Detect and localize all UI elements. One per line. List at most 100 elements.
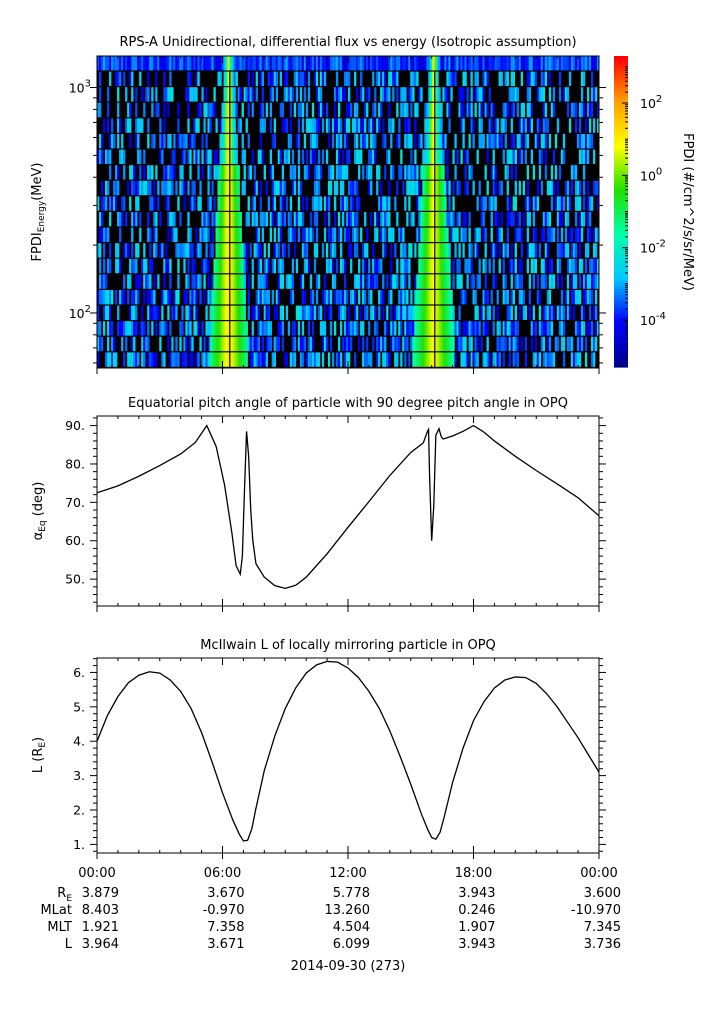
heatmap-cell — [193, 134, 196, 149]
heatmap-cell — [348, 118, 351, 133]
heatmap-cell — [163, 134, 166, 149]
heatmap-cell — [514, 336, 517, 352]
heatmap-cell — [462, 118, 465, 133]
heatmap-cell — [404, 118, 407, 133]
heatmap-cell — [448, 102, 451, 118]
colorbar-label: FPDI (#/cm^2/s/sr/MeV) — [680, 133, 695, 291]
heatmap-cell — [159, 212, 162, 227]
heatmap-cell — [486, 180, 489, 196]
heatmap-cell — [107, 336, 110, 352]
heatmap-cell — [105, 274, 108, 289]
heatmap-cell — [311, 102, 315, 118]
heatmap-cell — [177, 258, 180, 274]
heatmap-cell — [345, 321, 349, 336]
heatmap-cell — [470, 352, 473, 367]
heatmap-cell — [131, 290, 134, 305]
heatmap-cell — [139, 274, 142, 289]
heatmap-cell — [568, 196, 572, 211]
heatmap-cell — [151, 87, 154, 102]
heatmap-cell — [345, 56, 349, 71]
heatmap-cell — [548, 290, 552, 305]
heatmap-cell — [380, 336, 383, 352]
heatmap-cell — [103, 118, 106, 133]
heatmap-cell — [101, 274, 104, 289]
heatmap-cell — [135, 196, 138, 211]
heatmap-cell — [432, 134, 435, 149]
heatmap-cell — [440, 149, 443, 164]
heatmap-cell — [408, 274, 411, 289]
y-tick-label: 6. — [73, 665, 85, 680]
heatmap-cell — [412, 71, 415, 86]
heatmap-cell — [440, 118, 443, 133]
pitch-angle-axis-ticks: 50.60.70.80.90. — [65, 416, 606, 612]
heatmap-cell — [141, 258, 144, 274]
heatmap-cell — [315, 87, 319, 102]
heatmap-cell — [297, 71, 301, 86]
heatmap-cell — [209, 56, 212, 71]
heatmap-cell — [504, 274, 507, 289]
heatmap-cell — [245, 87, 248, 102]
heatmap-cell — [137, 196, 140, 211]
heatmap-cell — [372, 71, 375, 86]
heatmap-cell — [259, 149, 262, 164]
heatmap-cell — [271, 56, 275, 71]
heatmap-cell — [135, 180, 138, 196]
heatmap-cell — [468, 321, 471, 336]
heatmap-cell — [263, 243, 266, 258]
heatmap-cell — [135, 305, 138, 320]
heatmap-cell — [325, 102, 329, 118]
heatmap-cell — [101, 196, 104, 211]
heatmap-cell — [191, 258, 194, 274]
heatmap-cell — [538, 118, 542, 133]
heatmap-cell — [233, 180, 236, 196]
heatmap-cell — [125, 212, 128, 227]
heatmap-cell — [438, 118, 441, 133]
heatmap-cell — [261, 71, 264, 86]
heatmap-cell — [534, 243, 538, 258]
heatmap-cell — [424, 56, 427, 71]
heatmap-cell — [502, 321, 505, 336]
colorbar-segment — [614, 157, 628, 161]
heatmap-cell — [161, 290, 164, 305]
heatmap-cell — [315, 56, 319, 71]
heatmap-cell — [139, 149, 142, 164]
ephemeris-value: 3.670 — [207, 886, 244, 901]
heatmap-cell — [486, 321, 489, 336]
heatmap-cell — [546, 290, 550, 305]
heatmap-cell — [500, 134, 503, 149]
heatmap-cell — [534, 258, 538, 274]
heatmap-cell — [155, 212, 158, 227]
heatmap-cell — [317, 196, 321, 211]
heatmap-cell — [424, 336, 427, 352]
heatmap-cell — [402, 56, 405, 71]
heatmap-cell — [289, 87, 293, 102]
heatmap-cell — [360, 87, 363, 102]
heatmap-cell — [337, 336, 341, 352]
heatmap-cell — [183, 243, 186, 258]
heatmap-cell — [297, 180, 301, 196]
heatmap-cell — [301, 71, 305, 86]
heatmap-cell — [191, 352, 194, 367]
heatmap-cell — [522, 290, 526, 305]
heatmap-cell — [175, 290, 178, 305]
heatmap-cell — [502, 243, 505, 258]
heatmap-cell — [492, 56, 495, 71]
heatmap-cell — [444, 258, 447, 274]
heatmap-cell — [195, 87, 198, 102]
heatmap-cell — [364, 243, 367, 258]
heatmap-cell — [139, 321, 142, 336]
heatmap-cell — [155, 321, 158, 336]
heatmap-cell — [464, 321, 467, 336]
heatmap-cell — [364, 352, 367, 367]
colorbar-segment — [614, 299, 628, 303]
heatmap-cell — [442, 56, 445, 71]
heatmap-cell — [430, 212, 433, 227]
heatmap-cell — [195, 290, 198, 305]
heatmap-cell — [560, 274, 564, 289]
heatmap-cell — [279, 321, 283, 336]
heatmap-cell — [518, 134, 521, 149]
heatmap-cell — [223, 56, 226, 71]
heatmap-cell — [151, 165, 154, 180]
heatmap-cell — [295, 87, 299, 102]
pitch-angle-y-axis-label: αEq (deg) — [31, 482, 48, 541]
